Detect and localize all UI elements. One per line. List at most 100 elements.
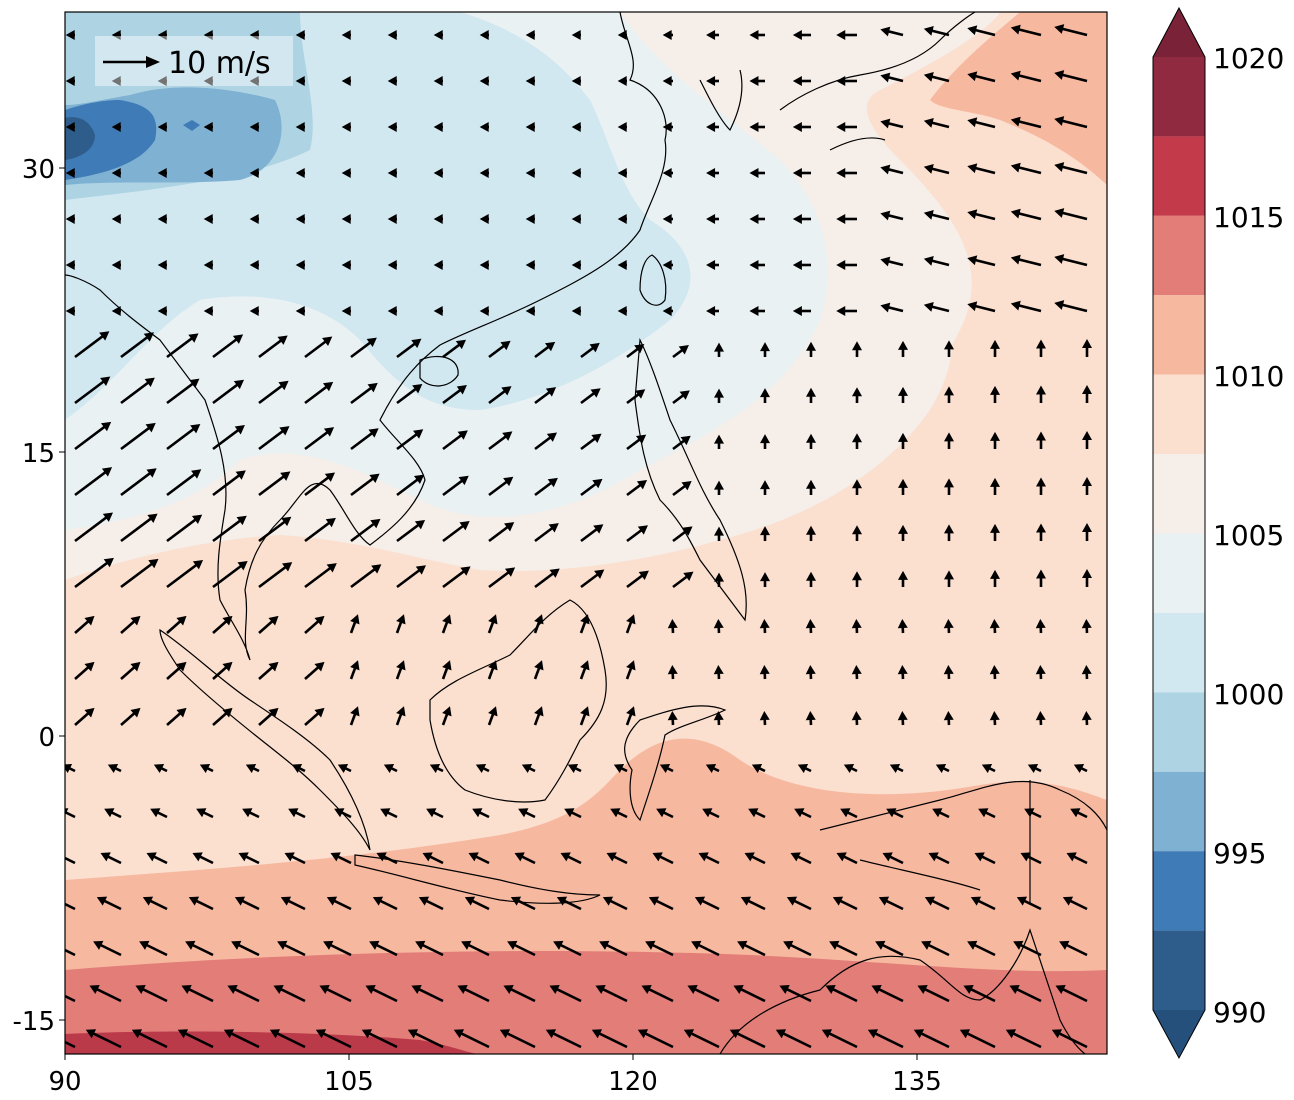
wind-vector <box>602 896 628 911</box>
wind-vector <box>897 711 908 726</box>
wind-vector <box>74 421 112 451</box>
wind-vector <box>341 122 351 132</box>
colorbar-label: 1005 <box>1213 519 1284 552</box>
colorbar-band <box>1153 851 1205 931</box>
wind-vector <box>662 306 673 316</box>
wind-vector <box>131 1029 168 1049</box>
wind-vector <box>341 76 351 86</box>
wind-vector <box>534 432 557 451</box>
wind-vector <box>258 426 290 451</box>
wind-vector <box>967 255 996 267</box>
wind-vector <box>135 985 168 1003</box>
wind-vector <box>291 764 306 774</box>
wind-vector <box>886 808 904 819</box>
wind-vector <box>387 306 397 316</box>
coastline-philippines <box>634 337 747 622</box>
wind-vector <box>534 387 557 405</box>
wind-vector <box>461 940 490 957</box>
wind-vector <box>714 480 724 495</box>
wind-vector <box>525 122 535 132</box>
colorbar-band <box>1153 57 1205 137</box>
wind-vector <box>944 432 954 449</box>
wind-vector <box>626 389 646 405</box>
wind-vector <box>990 431 1000 449</box>
wind-vector <box>65 30 75 40</box>
wind-vector <box>967 209 996 221</box>
map-plot-area: 10 m/s <box>65 12 1107 1054</box>
wind-vector <box>395 706 406 726</box>
wind-vector <box>212 561 248 589</box>
wind-vector <box>729 1029 766 1049</box>
wind-vector <box>65 168 75 178</box>
wind-vector <box>652 852 674 865</box>
wind-vector <box>571 168 581 178</box>
wind-vector <box>166 423 201 451</box>
wind-vector <box>672 526 693 543</box>
wind-vector <box>203 122 213 132</box>
wind-vector <box>120 422 156 451</box>
wind-vector <box>295 122 305 132</box>
wind-vector <box>880 72 904 83</box>
wind-vector <box>580 478 603 497</box>
wind-vector <box>805 711 816 726</box>
y-tick-label: 0 <box>38 723 55 753</box>
wind-vector <box>1081 665 1092 680</box>
wind-vector <box>433 306 443 316</box>
wind-vector <box>571 30 581 40</box>
y-tick-label: 15 <box>22 439 55 469</box>
wind-vector <box>625 706 636 726</box>
wind-vector <box>737 940 766 957</box>
wind-vector <box>702 808 720 819</box>
wind-vector <box>1082 385 1092 403</box>
wind-vector <box>691 940 720 957</box>
wind-vector <box>1010 300 1042 313</box>
wind-vector <box>580 569 605 589</box>
wind-vector <box>100 852 122 865</box>
wind-vector <box>564 808 582 819</box>
wind-vector <box>488 386 512 405</box>
wind-vector <box>1010 254 1042 267</box>
colorbar: 1020 1015 1010 1005 1000 995 990 <box>1152 6 1284 1060</box>
wind-vector <box>295 30 305 40</box>
wind-vector <box>667 711 678 726</box>
wind-vector <box>571 76 581 86</box>
wind-vector <box>396 338 422 359</box>
wind-vector <box>889 764 904 774</box>
wind-vector <box>662 260 673 270</box>
wind-vector <box>759 711 770 726</box>
wind-key: 10 m/s <box>95 36 293 86</box>
colorbar-label: 1010 <box>1213 360 1284 393</box>
wind-vector <box>350 337 377 359</box>
wind-vector <box>923 210 950 221</box>
wind-vector <box>212 661 233 680</box>
wind-vector <box>185 940 214 957</box>
wind-vector <box>836 30 857 40</box>
wind-vector <box>273 985 306 1003</box>
wind-vector <box>836 76 857 86</box>
wind-vector <box>923 164 950 175</box>
wind-vector <box>521 764 536 774</box>
wind-vector <box>330 852 352 865</box>
wind-vector <box>706 168 719 178</box>
colorbar-band <box>1153 215 1205 296</box>
wind-vector <box>898 340 908 357</box>
wind-vector <box>258 707 279 726</box>
wind-vector <box>836 214 857 224</box>
wind-vector <box>923 72 950 83</box>
wind-vector <box>258 615 279 634</box>
wind-vector <box>591 1029 628 1049</box>
wind-vector <box>852 525 862 541</box>
wind-vector <box>943 665 954 680</box>
wind-vector <box>880 256 904 267</box>
wind-vector <box>852 433 862 449</box>
wind-vector <box>714 572 724 587</box>
wind-vector <box>120 615 141 634</box>
wind-vector <box>610 808 628 819</box>
wind-vector <box>407 1029 444 1049</box>
wind-vector <box>1082 431 1092 449</box>
wind-vector <box>626 479 648 497</box>
wind-vector <box>104 808 122 819</box>
wind-vector <box>792 260 811 270</box>
colorbar-band <box>1153 295 1205 375</box>
wind-vector <box>1024 808 1042 819</box>
